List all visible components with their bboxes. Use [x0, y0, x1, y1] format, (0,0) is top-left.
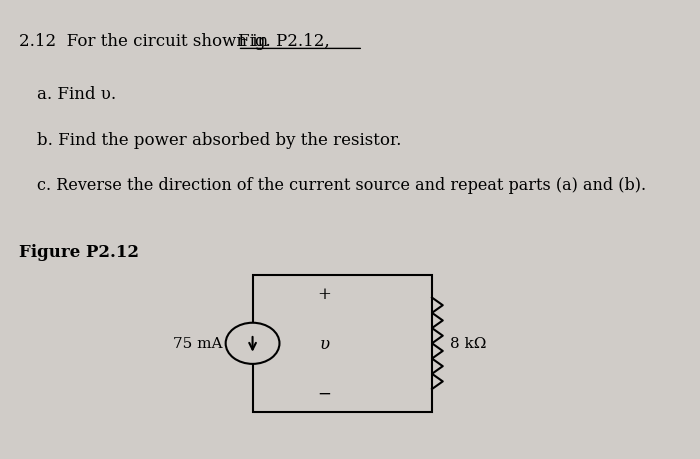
Text: υ: υ	[319, 335, 330, 352]
Bar	[253, 275, 432, 412]
Text: −: −	[317, 385, 331, 402]
Text: Figure P2.12: Figure P2.12	[20, 243, 139, 260]
Text: 2.12  For the circuit shown in: 2.12 For the circuit shown in	[20, 34, 274, 50]
Circle shape	[225, 323, 279, 364]
Text: c. Reverse the direction of the current source and repeat parts (a) and (b).: c. Reverse the direction of the current …	[37, 177, 646, 194]
Text: b. Find the power absorbed by the resistor.: b. Find the power absorbed by the resist…	[37, 131, 402, 148]
Text: a. Find υ.: a. Find υ.	[37, 86, 116, 103]
Text: 75 mA: 75 mA	[173, 336, 223, 351]
Text: +: +	[317, 285, 331, 302]
Text: 8 kΩ: 8 kΩ	[450, 336, 486, 351]
Text: Fig. P2.12,: Fig. P2.12,	[237, 34, 330, 50]
